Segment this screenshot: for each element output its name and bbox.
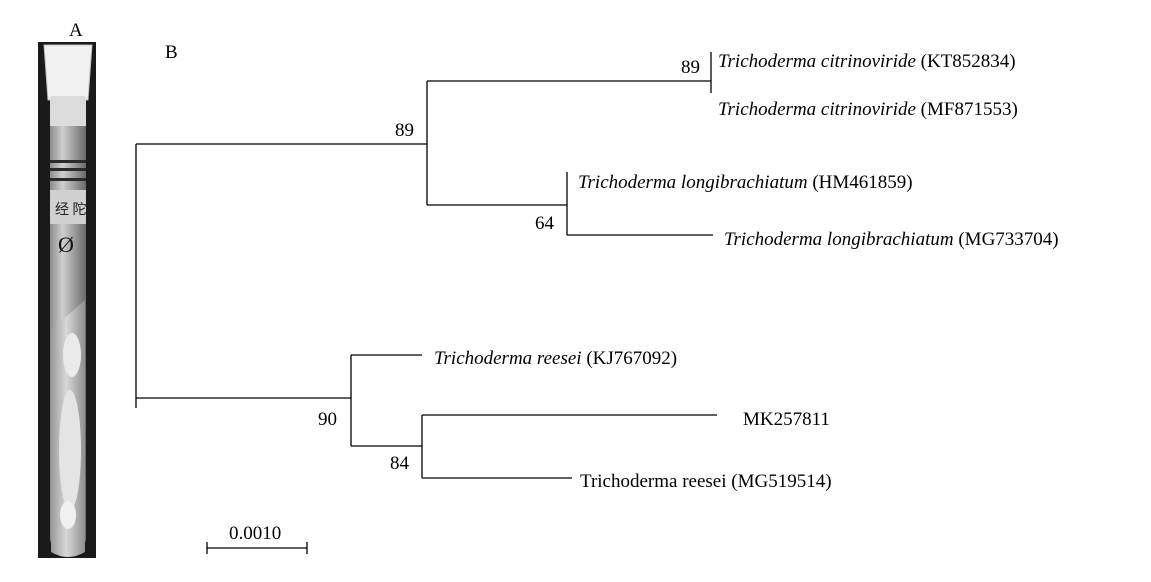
tube-handwriting: 经 陀 — [55, 202, 87, 218]
phylogenetic-tree — [135, 52, 717, 554]
tube-photo: 经 陀 Ø — [38, 42, 96, 558]
taxon-label: Trichoderma reesei (KJ767092) — [434, 348, 677, 369]
taxon-labels: Trichoderma citrinoviride (KT852834) Tri… — [434, 51, 1059, 492]
panel-b-label: B — [165, 42, 178, 63]
bootstrap-mk-pair: 84 — [390, 453, 410, 474]
panel-a-label: A — [69, 20, 83, 41]
taxon-label: Trichoderma longibrachiatum (MG733704) — [724, 229, 1059, 250]
bootstrap-root-upper: 89 — [395, 120, 414, 141]
taxon-label: MK257811 — [743, 409, 830, 430]
scale-bar-label: 0.0010 — [229, 523, 281, 544]
bootstrap-values: 89 89 64 90 84 — [318, 57, 700, 474]
taxon-label: Trichoderma citrinoviride (MF871553) — [718, 99, 1018, 120]
taxon-label: Trichoderma citrinoviride (KT852834) — [718, 51, 1016, 72]
bootstrap-citrinoviride: 89 — [681, 57, 700, 78]
bootstrap-reesei-clade: 90 — [318, 409, 337, 430]
bootstrap-longibrachiatum: 64 — [535, 213, 555, 234]
taxon-label: Trichoderma reesei (MG519514) — [580, 471, 832, 492]
tube-mark: Ø — [58, 232, 74, 257]
taxon-label: Trichoderma longibrachiatum (HM461859) — [578, 172, 913, 193]
